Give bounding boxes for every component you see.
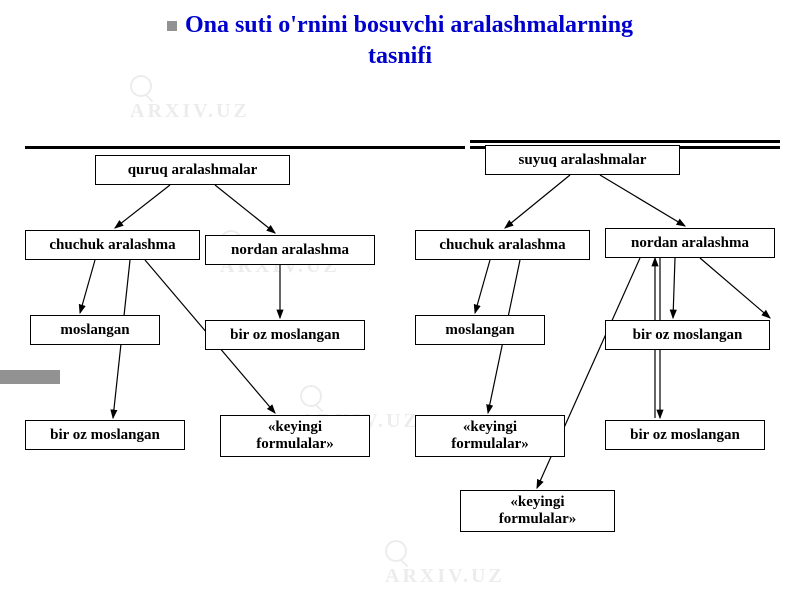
- node-nordan1: nordan aralashma: [205, 235, 375, 265]
- bullet-icon: [167, 21, 177, 31]
- node-nordan2: nordan aralashma: [605, 228, 775, 258]
- watermark-text: ARXIV.UZ: [385, 565, 505, 588]
- node-quruq: quruq aralashmalar: [95, 155, 290, 185]
- node-biroz2: bir oz moslangan: [605, 320, 770, 350]
- node-biroz3: bir oz moslangan: [25, 420, 185, 450]
- node-keyin3: «keyingiformulalar»: [460, 490, 615, 532]
- node-biroz4: bir oz moslangan: [605, 420, 765, 450]
- title-line1: Ona suti o'rnini bosuvchi aralashmalarni…: [185, 12, 633, 38]
- node-suyuq: suyuq aralashmalar: [485, 145, 680, 175]
- node-biroz1: bir oz moslangan: [205, 320, 365, 350]
- node-mosl2: moslangan: [415, 315, 545, 345]
- node-chuchuk1: chuchuk aralashma: [25, 230, 200, 260]
- title-line2: tasnifi: [368, 43, 432, 69]
- node-chuchuk2: chuchuk aralashma: [415, 230, 590, 260]
- watermark-text: ARXIV.UZ: [130, 100, 250, 123]
- node-keyin2: «keyingiformulalar»: [415, 415, 565, 457]
- diagram-title: Ona suti o'rnini bosuvchi aralashmalarni…: [0, 0, 800, 72]
- arrow-layer: [0, 0, 800, 600]
- node-keyin1: «keyingiformulalar»: [220, 415, 370, 457]
- divider-side: [0, 370, 60, 384]
- node-mosl1: moslangan: [30, 315, 160, 345]
